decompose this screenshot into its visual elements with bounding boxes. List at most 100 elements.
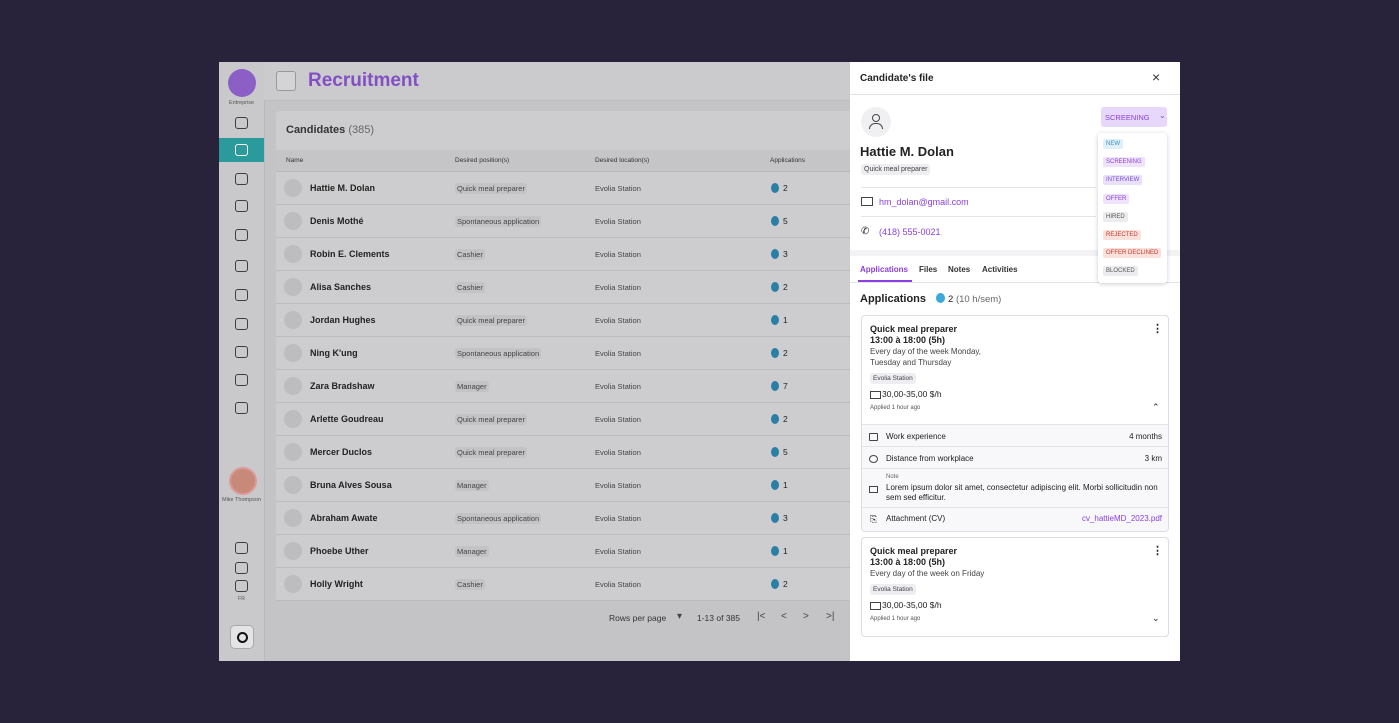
tab[interactable]: Activities [982,265,1018,274]
nav-icon[interactable] [235,289,248,301]
job-time: 13:00 à 18:00 (5h) [870,557,946,567]
table-row[interactable]: Holly Wright Cashier Evolia Station 2 [276,568,916,601]
table-row[interactable]: Zara Bradshaw Manager Evolia Station 7 [276,370,916,403]
table-row[interactable]: Abraham Awate Spontaneous application Evol… [276,502,916,535]
status-option[interactable]: INTERVIEW [1103,175,1143,186]
location: Evolia Station [595,514,641,523]
nav-icon[interactable] [235,402,248,414]
position-chip: Quick meal preparer [455,414,527,425]
note-label: Note [886,474,899,480]
nav-icon[interactable] [235,260,248,272]
status-option[interactable]: SCREENING [1103,157,1145,168]
nav-icon[interactable] [235,346,248,358]
menu-button[interactable] [276,71,296,91]
table-row[interactable]: Phoebe Uther Manager Evolia Station 1 [276,535,916,568]
candidate-phone[interactable]: (418) 555-0021 [879,227,941,237]
chevron: ⌄ [1159,111,1166,120]
apps-icon [771,546,779,556]
apps-icon [771,282,779,292]
table-row[interactable]: Alisa Sanches Cashier Evolia Station 2 [276,271,916,304]
nav-icon[interactable] [235,580,248,592]
company-logo[interactable] [228,69,256,97]
candidates-table: Candidates (385) Name Desired position(s)… [276,111,916,601]
candidate-email[interactable]: hm_dolan@gmail.com [879,197,969,207]
table-row[interactable]: Denis Mothé Spontaneous application Evolia… [276,205,916,238]
table-row[interactable]: Jordan Hughes Quick meal preparer Evolia S… [276,304,916,337]
attachment-link[interactable]: cv_hattieMD_2023.pdf [1081,514,1162,523]
status-option[interactable]: BLOCKED [1103,266,1138,277]
more-button[interactable]: ⋮ [1152,323,1163,335]
apps-count: 7 [783,381,788,391]
candidate-name: Abraham Awate [310,513,378,523]
status-option[interactable]: NEW [1103,139,1123,149]
lock-icon [284,212,302,230]
apps-icon [771,183,779,193]
divider [862,446,1168,447]
location: Evolia Station [595,250,641,259]
lock-icon [284,311,302,329]
lock-icon [284,179,302,197]
close-button[interactable]: × [1152,69,1161,85]
table-row[interactable]: Robin E. Clements Cashier Evolia Station 3 [276,238,916,271]
table-row[interactable]: Ning K'ung Spontaneous application Evolia … [276,337,916,370]
pager-control[interactable]: |< [757,611,766,622]
more-button[interactable]: ⋮ [1152,545,1163,557]
location: Evolia Station [595,547,641,556]
nav-icon[interactable] [235,144,248,156]
apps-icon [771,216,779,226]
candidate-name: Ning K'ung [310,348,358,358]
user-avatar[interactable] [229,467,257,495]
nav-icon[interactable] [235,318,248,330]
nav-icon[interactable] [235,117,248,129]
detail-label: Work experience [886,432,946,441]
nav-icon[interactable] [235,200,248,212]
table-row[interactable]: Arlette Goudreau Quick meal preparer Evoli… [276,403,916,436]
location: Evolia Station [595,382,641,391]
divider [862,507,1168,508]
pager-control[interactable]: >| [826,611,835,622]
apps-icon [771,315,779,325]
candidate-position: Quick meal preparer [861,164,931,175]
nav-icon[interactable] [235,173,248,185]
candidate-panel: Candidate's file × Hattie M. Dolan Quick… [850,62,1180,661]
nav-icon[interactable] [235,542,248,554]
nav-selected[interactable] [219,138,264,162]
pager-control[interactable]: > [803,611,809,622]
job-time: 13:00 à 18:00 (5h) [870,335,946,345]
status-option[interactable]: OFFER DECLINED [1103,248,1162,259]
status-option[interactable]: OFFER [1103,193,1130,204]
nav-icon[interactable] [235,229,248,241]
status-option[interactable]: REJECTED [1103,230,1141,240]
rows-per-page[interactable]: Rows per page [609,613,667,623]
tab[interactable]: Files [919,265,938,274]
status-menu: NEW SCREENING INTERVIEW OFFER HIRED REJECTED O… [1098,133,1167,283]
nav-icon[interactable] [235,562,248,574]
toggle[interactable]: ⌃ [1152,402,1160,412]
table-row[interactable]: Bruna Alves Sousa Manager Evolia Station 1 [276,469,916,502]
table-count: (385) [348,124,375,136]
apps-icon [771,513,779,523]
language[interactable]: FR [238,596,245,602]
chat-button[interactable] [230,625,254,649]
detail-icon [869,455,878,463]
table-row[interactable]: Mercer Duclos Quick meal preparer Evolia S… [276,436,916,469]
page-range: 1-13 of 385 [697,613,741,623]
status-option[interactable]: HIRED [1103,211,1128,222]
status-button[interactable]: SCREENING ⌄ [1101,107,1167,127]
pay-icon [870,602,881,610]
position-chip: Manager [455,546,489,557]
tab[interactable]: Notes [948,265,971,274]
apps-count: 2 [783,183,788,193]
location-chip: Evolia Station [870,584,916,595]
table-row[interactable]: Hattie M. Dolan Quick meal preparer Evolia… [276,172,916,205]
pager-control[interactable]: ▾ [677,611,683,622]
toggle[interactable]: ⌄ [1152,613,1160,623]
apps-icon [771,447,779,457]
pager-control[interactable]: < [781,611,787,622]
tab[interactable]: Applications [860,265,909,274]
candidate-name: Bruna Alves Sousa [310,480,392,490]
count: 2 [948,294,954,305]
nav-icon[interactable] [235,374,248,386]
job-title: Quick meal preparer [870,546,958,556]
sidebar: Entreprise Mike Thompson FR [219,62,265,661]
